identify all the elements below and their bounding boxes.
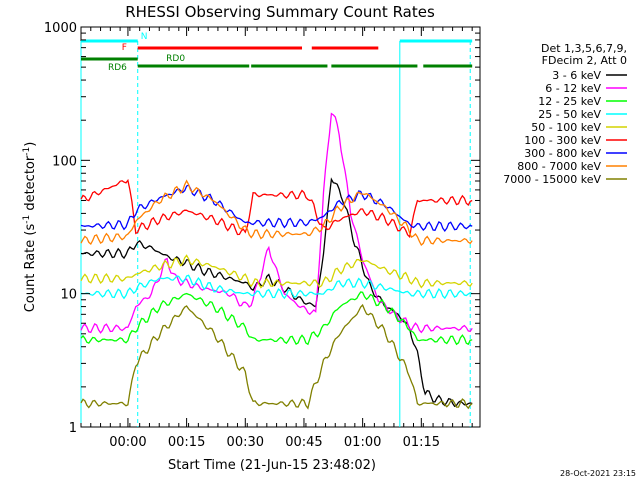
legend-entry-label: 300 - 800 keV: [524, 147, 601, 160]
y-axis-title-sup1: -1: [22, 215, 32, 224]
x-axis-ticks: 00:00 00:15 00:30 00:45 01:00 01:15: [80, 27, 473, 450]
annotation-bars: N F RD0 RD6: [81, 32, 473, 73]
series-line: [80, 254, 473, 289]
y-axis-title-mid: detector: [23, 155, 38, 215]
legend-entry-label: 7000 - 15000 keV: [503, 173, 601, 186]
night-boundary-lines: [80, 41, 471, 427]
series-line: [80, 177, 473, 408]
legend-header-line-2: FDecim 2, Att 0: [542, 54, 627, 67]
series-line: [80, 291, 473, 346]
x-tick-label: 00:45: [285, 435, 322, 450]
x-tick-label: 01:15: [403, 435, 440, 450]
chart-title: RHESSI Observing Summary Count Rates: [125, 3, 435, 21]
legend-entry-label: 100 - 300 keV: [524, 134, 601, 147]
series-line: [80, 303, 473, 410]
generated-timestamp: 28-Oct-2021 23:15: [560, 469, 636, 478]
y-axis-title-main: Count Rate (s: [23, 224, 38, 313]
legend-entry-label: 6 - 12 keV: [545, 82, 601, 95]
x-axis-title: Start Time (21-Jun-15 23:48:02): [168, 458, 376, 473]
y-axis-ticks: 1 10 100 1000: [44, 21, 480, 436]
legend-entry-label: 25 - 50 keV: [538, 108, 601, 121]
x-tick-label: 00:15: [168, 435, 205, 450]
x-tick-label: 00:30: [227, 435, 264, 450]
legend-header-line-1: Det 1,3,5,6,7,9,: [541, 42, 627, 55]
y-tick-label: 10: [60, 288, 77, 303]
y-axis-title-sup2: -1: [22, 147, 32, 156]
annotation-bar-label: RD0: [166, 54, 185, 64]
y-tick-label: 100: [52, 154, 77, 169]
y-tick-label: 1000: [44, 21, 77, 36]
x-tick-label: 00:00: [109, 435, 146, 450]
series-line: [80, 179, 473, 247]
series-layer: [80, 112, 473, 410]
y-tick-label: 1: [69, 421, 77, 436]
series-line: [80, 274, 473, 300]
legend: Det 1,3,5,6,7,9, FDecim 2, Att 0 3 - 6 k…: [503, 42, 627, 186]
annotation-bar-label: N: [141, 32, 148, 42]
legend-entry-label: 3 - 6 keV: [552, 69, 601, 82]
annotation-bar-label: RD6: [108, 63, 127, 73]
series-line: [80, 178, 473, 239]
x-tick-label: 01:00: [344, 435, 381, 450]
legend-entry-label: 12 - 25 keV: [538, 95, 601, 108]
series-line: [80, 112, 473, 334]
y-axis-title-end: ): [23, 142, 38, 147]
legend-entry-label: 50 - 100 keV: [531, 121, 601, 134]
legend-entry-label: 800 - 7000 keV: [517, 160, 601, 173]
annotation-bar-label: F: [122, 43, 127, 53]
series-line: [80, 184, 473, 232]
y-axis-title: Count Rate (s-1 detector-1): [22, 142, 38, 313]
